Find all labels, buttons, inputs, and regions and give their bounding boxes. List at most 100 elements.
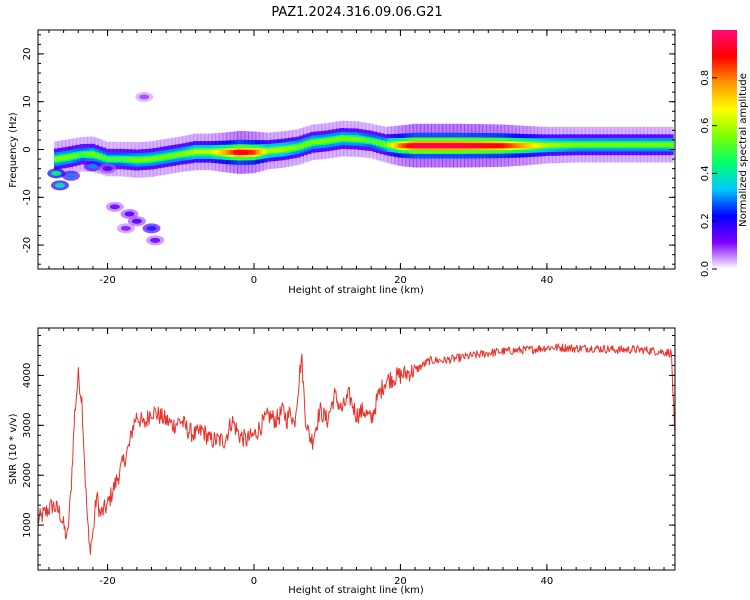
spectrogram-cell-4-49 bbox=[233, 149, 239, 155]
colorbar-label: Normalized spectral amplitude bbox=[738, 73, 749, 227]
spectrogram-cell-4-6 bbox=[75, 153, 81, 158]
spectrogram-cell-4-98 bbox=[412, 143, 418, 149]
spectrogram-cell-4-168 bbox=[669, 142, 674, 147]
snr-x-tick-label-20: 20 bbox=[394, 576, 407, 587]
spectrogram-x-ticks: -20 0 20 40 bbox=[48, 30, 665, 286]
spectrogram-cell-4-116 bbox=[478, 143, 484, 149]
spectrogram-cell-4-142 bbox=[573, 142, 579, 147]
spectrogram-cell-4-23 bbox=[138, 157, 143, 162]
spectrogram-cell-4-76 bbox=[332, 137, 337, 142]
spectrogram-cell-4-96 bbox=[405, 143, 411, 149]
spectrogram-cell-4-39 bbox=[196, 149, 202, 154]
colorbar-tick-label-2: 0.4 bbox=[700, 165, 711, 181]
spectrogram-cell-4-11 bbox=[94, 153, 99, 158]
spectrogram-cell-4-72 bbox=[317, 139, 323, 144]
spectrogram-cell-4-135 bbox=[548, 143, 553, 148]
spectrogram-cell-4-148 bbox=[595, 142, 601, 147]
spectrogram-cell-4-16 bbox=[112, 157, 118, 162]
spectrogram-cell-4-13 bbox=[101, 155, 107, 160]
spectrogram-cell-4-106 bbox=[442, 143, 447, 149]
spectrogram-cell-4-130 bbox=[529, 143, 535, 148]
spectrogram-x-tick-label-0: 0 bbox=[251, 275, 257, 286]
spectrogram-cell-4-87 bbox=[372, 139, 378, 144]
spectrogram-cell-4-37 bbox=[189, 150, 195, 155]
snr-y-axis-label: SNR (10 * v/v) bbox=[8, 413, 19, 484]
spectrogram-cell-4-1 bbox=[57, 156, 63, 161]
spectrogram-cell-4-153 bbox=[614, 142, 619, 147]
spectrogram-cell-4-151 bbox=[606, 142, 612, 147]
spectrogram-cell-4-57 bbox=[262, 149, 268, 154]
snr-panel: -20 0 20 40 1000 2000 3000 4000 Height of stra… bbox=[8, 327, 676, 596]
spectrogram-cell-4-166 bbox=[661, 142, 667, 147]
spectrogram-cell-4-117 bbox=[482, 143, 487, 149]
colorbar-tick-label-4: 0.8 bbox=[700, 70, 711, 86]
spectrogram-cell-4-34 bbox=[178, 152, 184, 157]
spectrogram-cell-4-150 bbox=[603, 142, 608, 147]
spectrogram-x-axis-label: Height of straight line (km) bbox=[288, 285, 424, 296]
spectrogram-cell-4-138 bbox=[559, 142, 564, 147]
spectrogram-cell-4-145 bbox=[584, 142, 590, 147]
spectrogram-y-tick-label--20: -20 bbox=[22, 237, 33, 253]
spectrogram-cell-4-160 bbox=[639, 142, 645, 147]
spectrogram-cell-4-62 bbox=[281, 147, 286, 152]
spectrogram-x-tick-label-40: 40 bbox=[541, 275, 554, 286]
spectrogram-cell-4-97 bbox=[409, 143, 414, 149]
spectrogram-cell-4-43 bbox=[211, 149, 217, 155]
spectrogram-cell-4-121 bbox=[496, 143, 502, 149]
spectrogram-cell-4-7 bbox=[79, 152, 85, 157]
spectrogram-cell-4-90 bbox=[383, 142, 389, 147]
spectrogram-blob-3 bbox=[87, 163, 98, 169]
spectrogram-cell-4-101 bbox=[423, 143, 429, 149]
spectrogram-cell-4-40 bbox=[200, 149, 206, 154]
spectrogram-cell-4-50 bbox=[237, 149, 242, 155]
spectrogram-cell-4-30 bbox=[163, 154, 169, 159]
spectrogram-cell-4-163 bbox=[650, 142, 656, 147]
spectrogram-cell-4-92 bbox=[390, 143, 396, 148]
spectrogram-y-ticks: -20 -10 0 10 20 bbox=[22, 34, 675, 265]
snr-y-tick-label-2000: 2000 bbox=[22, 462, 33, 487]
spectrogram-cell-4-60 bbox=[273, 148, 279, 153]
spectrogram-blob-4 bbox=[102, 166, 113, 172]
spectrogram-cell-4-132 bbox=[537, 143, 542, 148]
spectrogram-cell-4-56 bbox=[259, 149, 264, 154]
spectrogram-cell-4-5 bbox=[72, 153, 77, 158]
spectrogram-cell-4-28 bbox=[156, 155, 162, 160]
spectrogram-cell-4-2 bbox=[61, 155, 66, 160]
spectrogram-cell-4-125 bbox=[511, 143, 517, 149]
snr-series-line bbox=[37, 343, 676, 555]
spectrogram-blob-7 bbox=[131, 218, 142, 224]
spectrogram-cell-4-159 bbox=[636, 142, 641, 147]
spectrogram-cell-4-25 bbox=[145, 157, 151, 162]
spectrogram-cell-4-0 bbox=[54, 157, 59, 162]
spectrogram-cell-4-147 bbox=[592, 142, 597, 147]
spectrogram-cell-4-156 bbox=[625, 142, 630, 147]
spectrogram-cell-4-140 bbox=[566, 142, 572, 147]
spectrogram-cell-4-89 bbox=[379, 141, 385, 146]
spectrogram-cell-4-71 bbox=[313, 139, 319, 145]
spectrogram-cell-4-35 bbox=[182, 151, 187, 156]
snr-y-tick-label-4000: 4000 bbox=[22, 363, 33, 388]
spectrogram-cell-4-111 bbox=[460, 143, 465, 149]
spectrogram-cell-4-46 bbox=[222, 150, 228, 155]
snr-y-tick-label-1000: 1000 bbox=[22, 512, 33, 537]
spectrogram-cell-4-61 bbox=[277, 147, 282, 152]
spectrogram-cell-4-67 bbox=[299, 143, 304, 148]
spectrogram-cell-4-36 bbox=[185, 151, 191, 156]
spectrogram-cell-4-29 bbox=[160, 155, 165, 160]
spectrogram-cell-4-20 bbox=[127, 157, 132, 162]
spectrogram-cell-4-48 bbox=[229, 149, 235, 155]
spectrogram-cell-4-55 bbox=[255, 149, 260, 155]
spectrogram-marks bbox=[47, 91, 674, 246]
spectrogram-cell-4-38 bbox=[193, 149, 198, 154]
spectrogram-panel: -20 0 20 40 -20 -10 0 10 20 Height of straight … bbox=[8, 29, 676, 296]
spectrogram-cell-4-162 bbox=[647, 142, 652, 147]
spectrogram-cell-4-154 bbox=[617, 142, 623, 147]
spectrogram-cell-4-41 bbox=[204, 149, 209, 154]
spectrogram-cell-4-120 bbox=[493, 143, 498, 149]
spectrogram-cell-4-77 bbox=[335, 137, 341, 142]
spectrogram-cell-4-19 bbox=[123, 157, 129, 162]
spectrogram-cell-4-64 bbox=[288, 146, 293, 151]
spectrogram-cell-4-118 bbox=[486, 143, 491, 149]
snr-x-axis-label: Height of straight line (km) bbox=[288, 585, 424, 596]
